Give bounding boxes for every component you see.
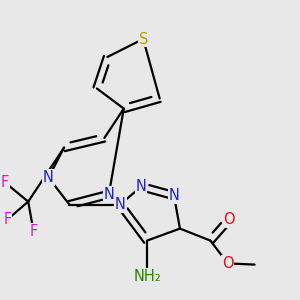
- Text: N: N: [115, 197, 126, 212]
- Text: NH₂: NH₂: [133, 269, 161, 284]
- Text: N: N: [43, 170, 54, 185]
- Text: O: O: [223, 212, 235, 227]
- Text: F: F: [29, 224, 38, 239]
- Text: F: F: [3, 212, 11, 227]
- Text: F: F: [1, 175, 9, 190]
- Text: N: N: [169, 188, 179, 203]
- Text: S: S: [139, 32, 148, 46]
- Text: O: O: [222, 256, 233, 271]
- Text: N: N: [136, 179, 146, 194]
- Text: N: N: [103, 187, 114, 202]
